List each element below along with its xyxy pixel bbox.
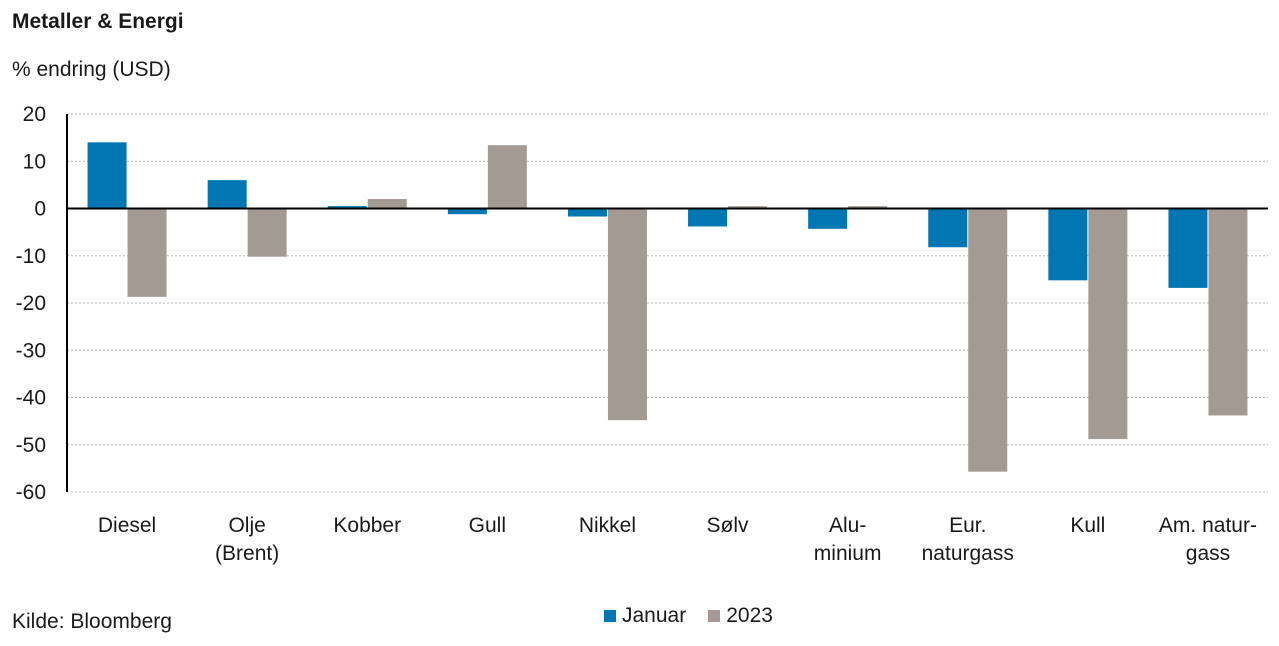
x-tick-label: Gull — [469, 514, 506, 537]
bar-2023 — [848, 206, 888, 209]
y-tick-label: -20 — [16, 292, 46, 315]
bar-januar — [928, 208, 968, 248]
bar-2023 — [728, 206, 768, 209]
x-tick-label: Kull — [1070, 514, 1105, 537]
bar-2023 — [607, 208, 647, 421]
bar-januar — [808, 208, 848, 229]
y-tick-label: 20 — [23, 103, 46, 126]
bar-2023 — [968, 208, 1008, 472]
legend-label-januar: Januar — [622, 604, 687, 627]
bar-2023 — [1208, 208, 1248, 416]
x-tick-label: Alu- — [829, 514, 866, 537]
y-tick-label: -30 — [16, 339, 46, 362]
x-tick-label: Nikkel — [579, 514, 636, 537]
x-tick-label: naturgass — [922, 542, 1014, 565]
bar-januar — [87, 142, 127, 209]
y-tick-label: -60 — [16, 481, 46, 504]
x-tick-label: gass — [1186, 542, 1230, 565]
x-tick-label: Diesel — [98, 514, 156, 537]
bar-januar — [207, 180, 247, 209]
legend: Januar 2023 — [604, 604, 795, 628]
y-tick-label: 10 — [23, 150, 46, 173]
x-tick-label: Eur. — [949, 514, 986, 537]
bar-2023 — [367, 199, 407, 209]
bar-januar — [688, 208, 728, 227]
x-tick-label: minium — [814, 542, 882, 565]
bar-2023 — [487, 145, 527, 209]
bar-januar — [1168, 208, 1208, 288]
bar-januar — [567, 208, 607, 217]
legend-item-2023: 2023 — [708, 604, 773, 628]
x-tick-label: Am. natur- — [1159, 514, 1257, 537]
legend-label-2023: 2023 — [726, 604, 773, 627]
bar-2023 — [1088, 208, 1128, 440]
x-tick-label: Kobber — [333, 514, 401, 537]
y-tick-label: -50 — [16, 434, 46, 457]
y-tick-label: -40 — [16, 387, 46, 410]
bar-januar — [1048, 208, 1088, 281]
bar-2023 — [247, 208, 287, 257]
bar-2023 — [127, 208, 167, 297]
legend-item-januar: Januar — [604, 604, 686, 628]
bar-januar — [327, 206, 367, 209]
x-tick-label: (Brent) — [215, 542, 279, 565]
chart-subtitle: % endring (USD) — [12, 58, 171, 81]
x-tick-label: Olje — [228, 514, 265, 537]
y-tick-label: -10 — [16, 245, 46, 268]
chart-title: Metaller & Energi — [12, 10, 184, 33]
legend-swatch-2023 — [708, 610, 721, 622]
x-tick-label: Sølv — [707, 514, 750, 537]
y-tick-label: 0 — [34, 198, 46, 221]
bar-januar — [447, 208, 487, 215]
source-note: Kilde: Bloomberg — [12, 610, 172, 633]
legend-swatch-januar — [604, 610, 616, 622]
bar-chart: 20 10 0 -10 -20 -30 -40 -50 -60 Diesel Olje (Brent)… — [16, 103, 1268, 565]
